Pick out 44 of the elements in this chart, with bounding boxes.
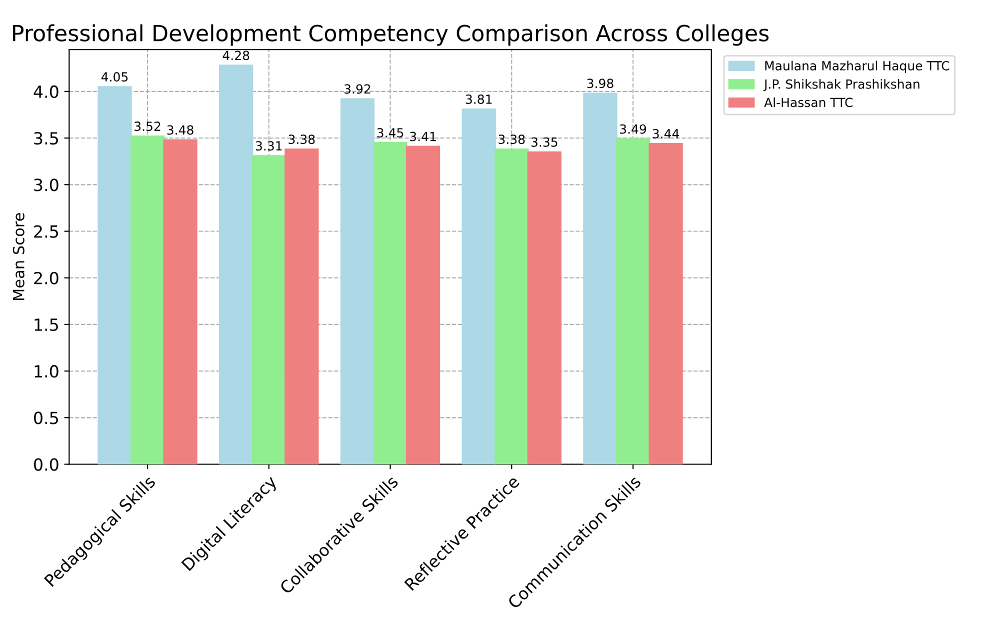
chart-title: Professional Development Competency Comparison Across Colleges [13, 24, 769, 46]
legend-label: Al-Hassan TTC [764, 97, 853, 108]
y-tick-label: 0.0 [34, 458, 58, 471]
bar [616, 138, 650, 464]
data-label: 3.98 [587, 78, 614, 88]
legend-label: Maulana Mazharul Haque TTC [765, 60, 950, 73]
bar [284, 148, 319, 464]
bar [163, 139, 198, 464]
bar [494, 148, 529, 464]
data-label: 3.48 [167, 125, 194, 135]
data-label: 3.31 [256, 141, 282, 151]
data-label: 3.38 [498, 134, 525, 144]
data-label: 3.92 [344, 84, 370, 94]
data-label: 3.81 [466, 94, 492, 104]
bar [648, 142, 683, 464]
y-tick-label: 3.0 [34, 178, 58, 192]
data-label: 3.52 [134, 122, 160, 131]
bar [340, 98, 375, 464]
bar [583, 92, 618, 464]
y-axis-title: Mean Score [12, 213, 24, 300]
data-label: 3.44 [652, 128, 679, 138]
bar [252, 155, 286, 464]
data-label: 3.41 [410, 132, 436, 142]
legend-label: J.P. Shikshak Prashikshan [763, 79, 920, 92]
data-label: 3.38 [288, 134, 315, 144]
data-label: 3.45 [377, 128, 404, 138]
y-tick-label: 1.5 [34, 318, 58, 332]
bar [527, 151, 562, 464]
bar [219, 64, 254, 464]
data-label: 4.28 [222, 50, 250, 60]
y-tick-label: 4.0 [34, 85, 58, 98]
y-tick-label: 2.0 [34, 272, 58, 284]
bar [130, 136, 165, 464]
bar [462, 108, 496, 464]
data-label: 4.05 [101, 72, 128, 82]
data-label: 3.35 [531, 137, 558, 147]
y-tick-label: 3.5 [34, 132, 58, 145]
data-label: 3.49 [620, 124, 646, 134]
bar [98, 86, 132, 464]
bar [373, 142, 408, 464]
y-tick-label: 0.5 [34, 412, 58, 424]
y-tick-label: 1.0 [34, 365, 58, 378]
bar [406, 146, 440, 464]
y-tick-label: 2.5 [34, 225, 58, 238]
